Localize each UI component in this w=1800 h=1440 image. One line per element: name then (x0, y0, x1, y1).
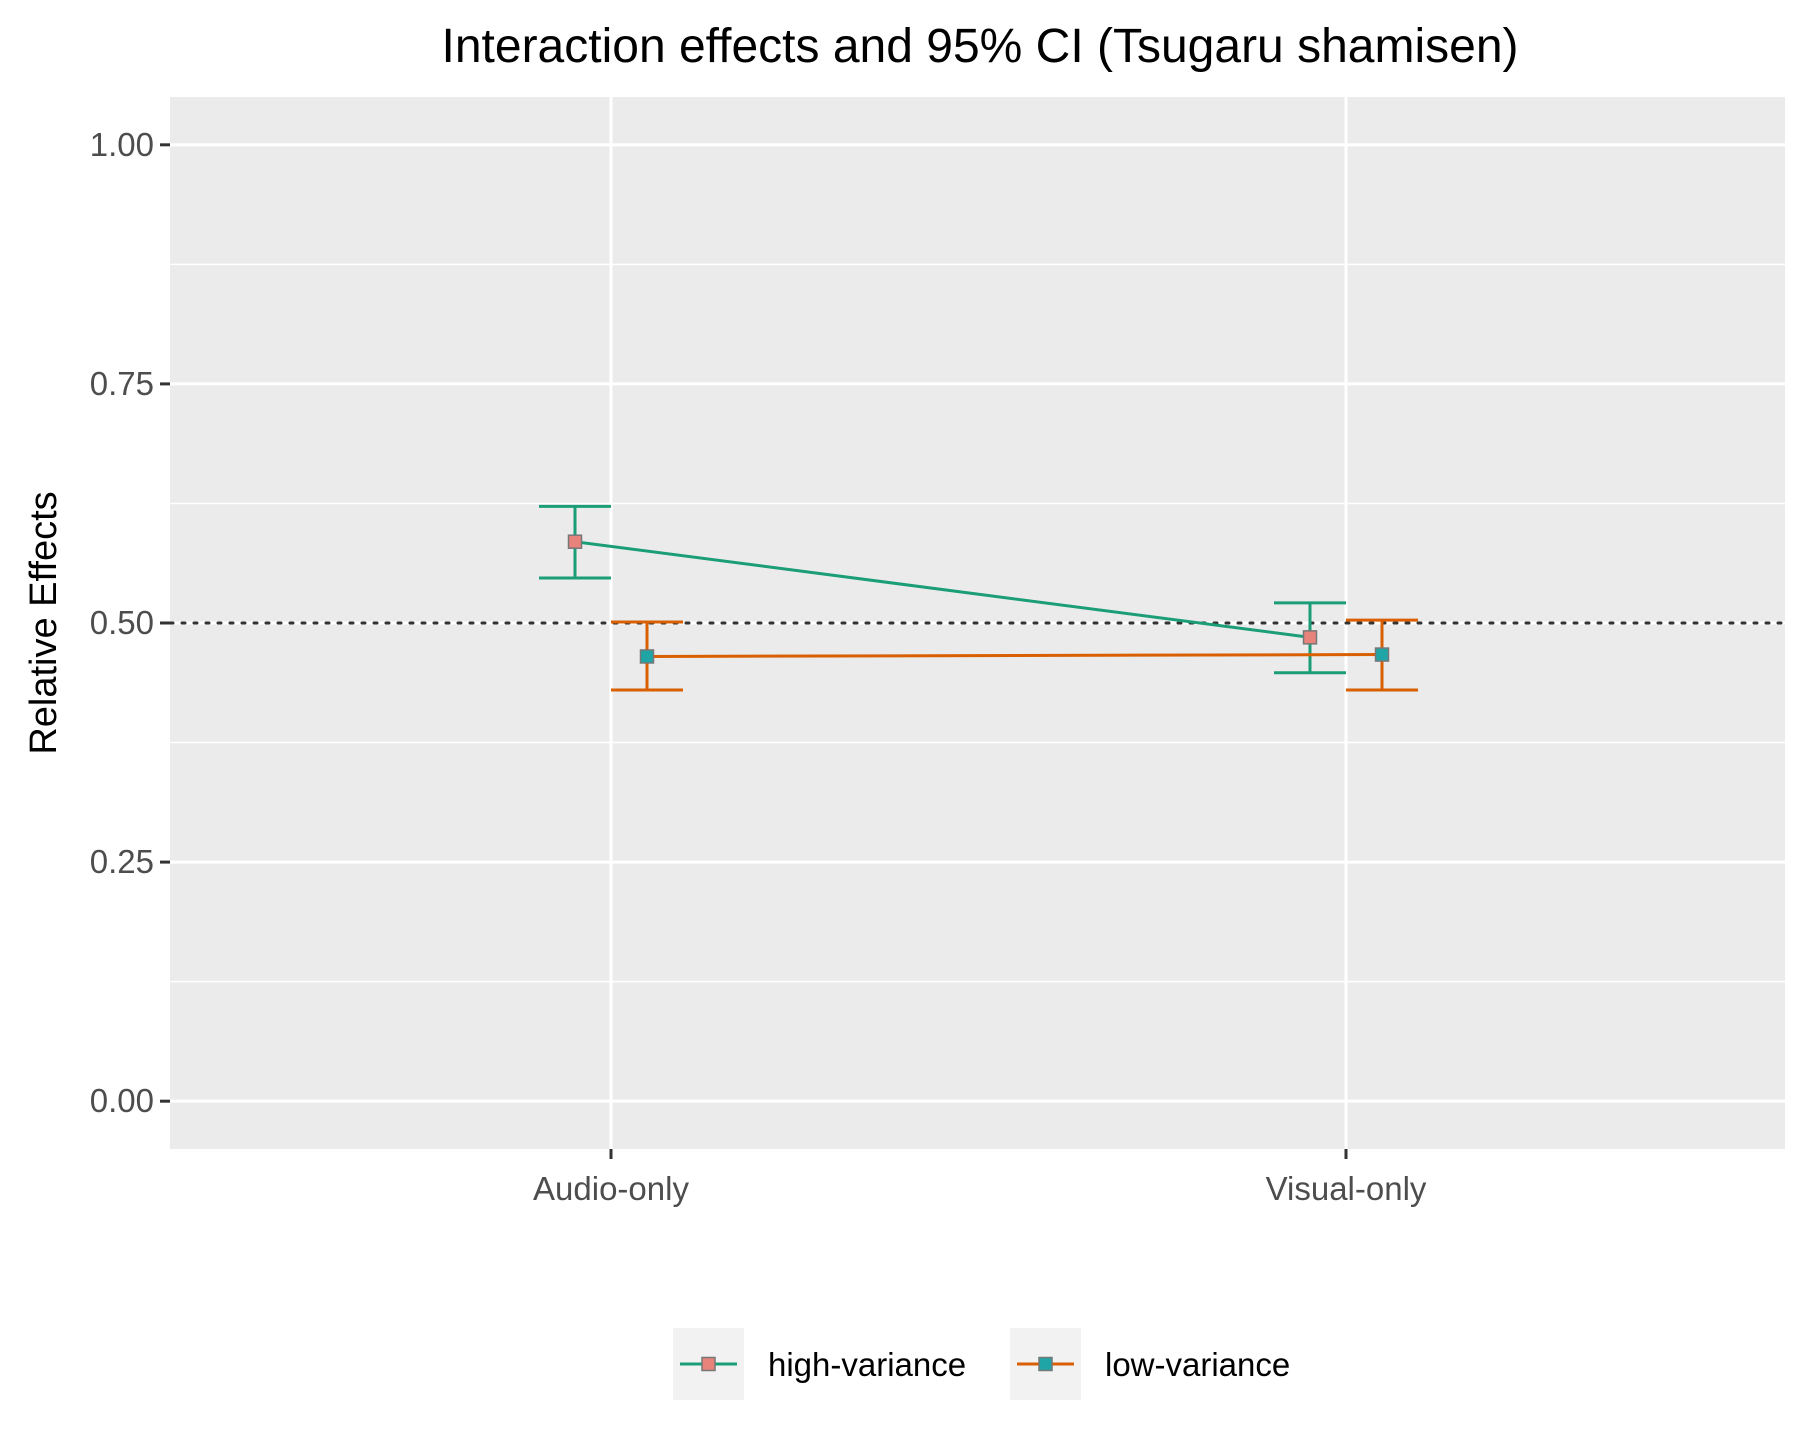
y-tick-label: 0.00 (90, 1082, 154, 1119)
y-tick-label: 0.25 (90, 843, 154, 880)
y-tick-label: 1.00 (90, 126, 154, 163)
series-high-variance (539, 504, 1346, 675)
data-point (639, 649, 655, 664)
series-line (646, 653, 1383, 658)
grid-minor (170, 263, 1785, 983)
x-tick-label: Visual-only (1266, 1170, 1427, 1207)
data-point (1302, 630, 1318, 645)
legend-label: high-variance (768, 1346, 966, 1383)
y-axis-title: Relative Effects (23, 491, 65, 754)
y-tick-label: 0.50 (90, 604, 154, 641)
chart-title: Interaction effects and 95% CI (Tsugaru … (442, 20, 1519, 73)
series-layer (539, 504, 1418, 692)
x-tick-label: Audio-only (533, 1170, 689, 1207)
legend-item-high-variance: high-variance (673, 1328, 966, 1400)
series-low-variance (611, 618, 1418, 692)
y-tick-label: 0.75 (90, 365, 154, 402)
legend-label: low-variance (1105, 1346, 1290, 1383)
x-axis: Audio-only Visual-only (533, 1149, 1427, 1207)
legend-item-low-variance: low-variance (1010, 1328, 1290, 1400)
legend-key-marker (701, 1356, 716, 1372)
y-axis: 0.00 0.25 0.50 0.75 1.00 (90, 126, 170, 1119)
data-point (567, 534, 583, 549)
legend: high-variance low-variance (673, 1328, 1290, 1400)
data-point (1374, 647, 1390, 662)
series-line (574, 540, 1311, 639)
legend-key-marker (1038, 1356, 1053, 1372)
